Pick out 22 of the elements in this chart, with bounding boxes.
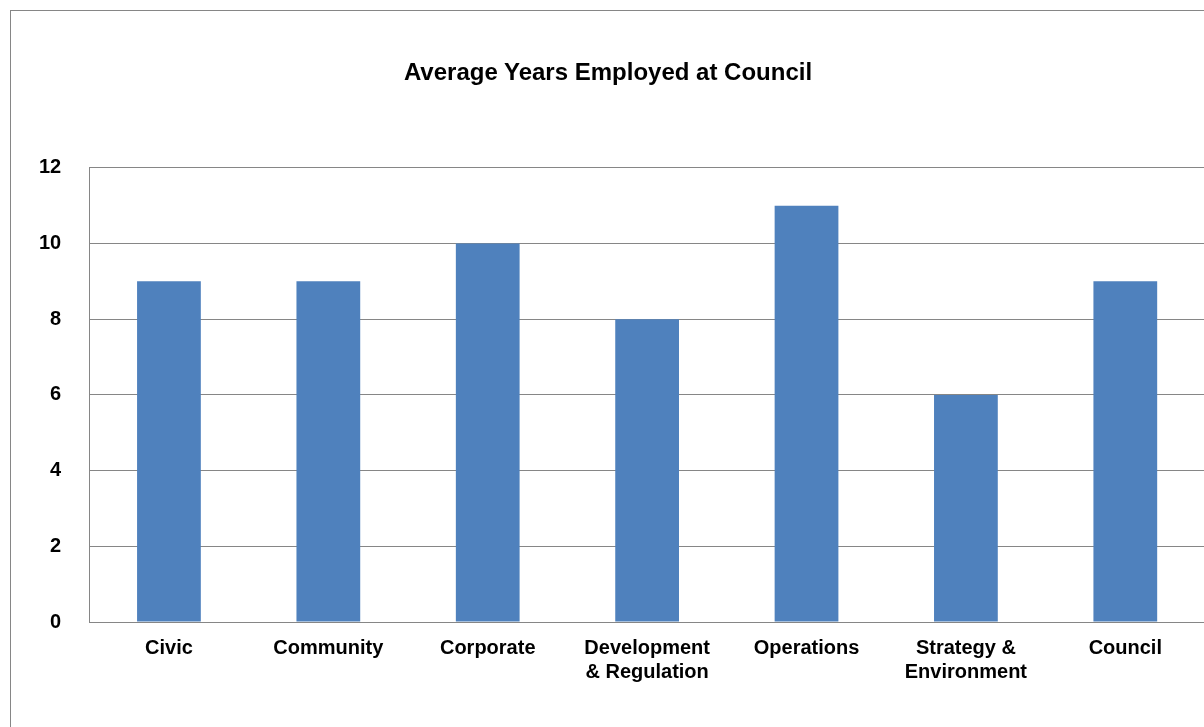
y-tick-label: 4 — [50, 458, 63, 481]
y-tick-label: 8 — [50, 306, 62, 329]
bar — [455, 243, 520, 622]
y-tick-label: 2 — [50, 533, 62, 556]
bar — [615, 319, 679, 622]
bar — [1093, 281, 1158, 622]
bar — [774, 205, 839, 622]
x-tick-label: Operations — [753, 635, 860, 658]
bar — [296, 281, 361, 622]
bar — [137, 281, 201, 622]
x-tick-label: Development & Regulation — [584, 635, 711, 682]
y-tick-label: 10 — [39, 231, 62, 254]
x-tick-label: Corporate — [439, 635, 536, 658]
chart-title: Average Years Employed at Council — [403, 58, 813, 86]
x-tick-label: Council — [1088, 635, 1162, 658]
y-tick-label: 6 — [50, 382, 62, 405]
x-tick-label: Civic — [145, 635, 193, 658]
x-tick-label: Community — [273, 635, 385, 658]
x-tick-label: Strategy & Environment — [904, 635, 1028, 682]
y-tick-label: 12 — [39, 155, 62, 178]
bar — [934, 394, 998, 622]
y-tick-label: 0 — [50, 609, 62, 632]
